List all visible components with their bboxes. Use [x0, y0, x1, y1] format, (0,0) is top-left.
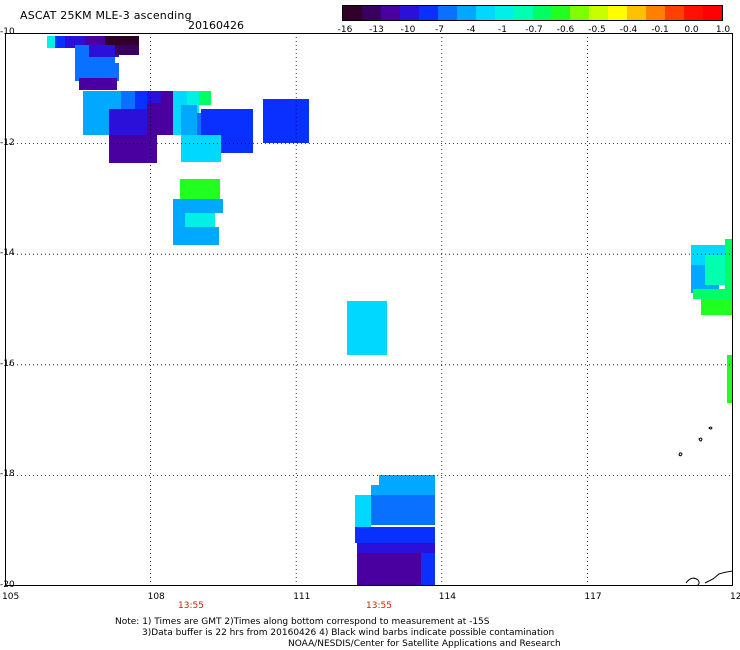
data-cell — [85, 36, 105, 46]
color-scale-label: -0.4 — [619, 25, 638, 35]
data-cell — [421, 553, 435, 589]
lon-tick-label: 117 — [584, 592, 602, 602]
color-scale-label: 0.0 — [684, 25, 699, 35]
data-cell — [199, 91, 211, 105]
color-scale-label: -0.7 — [525, 25, 543, 35]
data-cell — [219, 109, 253, 153]
color-swatch-17 — [665, 6, 685, 20]
color-swatch-4 — [418, 6, 438, 20]
lat-tick-label: -12 — [0, 137, 15, 148]
color-swatch-10 — [532, 6, 552, 20]
map-frame — [5, 33, 733, 586]
data-cell — [727, 355, 733, 403]
data-cell — [79, 78, 117, 90]
data-cell — [89, 45, 119, 57]
data-cell — [263, 99, 309, 143]
color-swatch-11 — [551, 6, 571, 20]
color-scale-label: -10 — [400, 25, 416, 35]
color-scale-label: -1 — [498, 25, 507, 35]
data-cell — [75, 63, 119, 81]
lat-tick-label: -16 — [0, 358, 15, 369]
data-cell — [371, 495, 435, 525]
map-svg — [5, 33, 734, 589]
data-cell — [105, 36, 117, 46]
color-swatch-16 — [646, 6, 666, 20]
data-cell — [693, 289, 733, 299]
color-scale-label: -0.5 — [588, 25, 606, 35]
color-swatch-6 — [456, 6, 476, 20]
data-cell — [181, 135, 221, 162]
time-label-2: 13:55 — [366, 601, 392, 611]
data-cell — [47, 36, 55, 48]
lon-tick-label: 114 — [438, 592, 456, 602]
data-cell — [355, 527, 435, 543]
data-cell — [357, 553, 423, 589]
color-swatch-7 — [475, 6, 495, 20]
coast-shape-2 — [698, 437, 703, 442]
data-cell — [161, 91, 173, 103]
data-cell — [173, 199, 223, 213]
color-swatch-13 — [589, 6, 609, 20]
color-swatch-3 — [399, 6, 419, 20]
color-swatch-8 — [494, 6, 514, 20]
data-cell — [357, 543, 435, 553]
data-cell — [109, 109, 147, 135]
color-swatch-18 — [684, 6, 704, 20]
color-scale-label: -4 — [466, 25, 476, 35]
data-cell — [355, 495, 371, 529]
data-cell — [55, 36, 65, 48]
color-scale-label: -16 — [337, 25, 353, 35]
color-swatch-15 — [627, 6, 647, 20]
color-swatch-0 — [343, 6, 362, 20]
data-cell — [181, 105, 197, 135]
chart-title: ASCAT 25KM MLE-3 ascending — [20, 9, 192, 22]
color-swatch-5 — [437, 6, 457, 20]
color-scale-label: -13 — [369, 25, 384, 35]
note-line-2: 3)Data buffer is 22 hrs from 20160426 4)… — [142, 628, 555, 638]
data-cell — [379, 475, 435, 495]
color-swatch-12 — [570, 6, 590, 20]
coast-shape-4 — [685, 570, 734, 587]
lon-tick-label: 105 — [2, 592, 20, 602]
map-plot — [5, 33, 734, 589]
chart-date: 20160426 — [188, 19, 244, 32]
grid-lines — [5, 33, 733, 586]
color-scale-label: -0.6 — [556, 25, 575, 35]
data-cell — [180, 179, 220, 199]
color-swatch-19 — [703, 6, 723, 20]
color-scale-label: -7 — [435, 25, 444, 35]
coast-shape-3 — [708, 426, 713, 430]
data-cell — [725, 239, 733, 289]
lat-tick-label: -18 — [0, 469, 15, 480]
data-cells — [47, 36, 733, 589]
color-scale-label: -0.1 — [651, 25, 669, 35]
data-cell — [701, 299, 733, 315]
lat-tick-label: -14 — [0, 248, 15, 259]
color-scale-label: 1.0 — [715, 25, 731, 35]
color-swatch-1 — [361, 6, 381, 20]
color-swatch-9 — [513, 6, 533, 20]
color-swatch-14 — [608, 6, 628, 20]
data-cell — [115, 45, 139, 55]
lon-tick-label: 108 — [147, 592, 165, 602]
color-scale-bar — [342, 5, 723, 21]
lat-tick-label: -20 — [0, 580, 15, 590]
data-cell — [147, 91, 161, 103]
lon-tick-label: 111 — [293, 592, 311, 602]
note-line-3: NOAA/NESDIS/Center for Satellite Applica… — [288, 639, 561, 649]
lat-tick-label: -10 — [0, 27, 15, 37]
color-swatch-2 — [380, 6, 400, 20]
data-cell — [173, 213, 185, 245]
data-cell — [347, 301, 387, 355]
data-cell — [185, 227, 219, 245]
data-cell — [109, 135, 157, 163]
note-line-1: Note: 1) Times are GMT 2)Times along bot… — [115, 617, 490, 627]
data-cell — [147, 103, 173, 135]
coastline — [678, 426, 734, 587]
coast-shape-1 — [678, 452, 683, 457]
data-cell — [117, 36, 139, 46]
time-label-1: 13:55 — [178, 601, 204, 611]
data-cell — [705, 255, 727, 285]
lon-tick-label: 120 — [730, 592, 740, 602]
